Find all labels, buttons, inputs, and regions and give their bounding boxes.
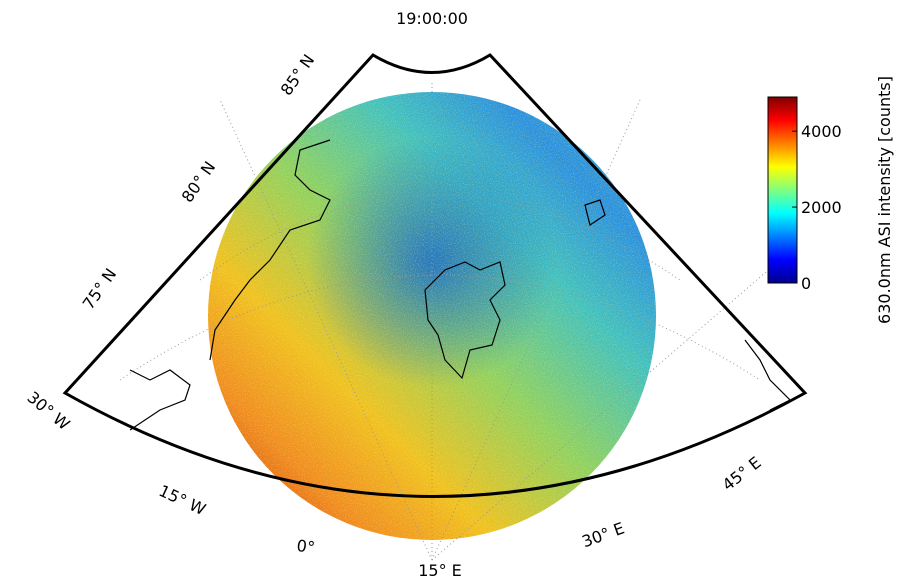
lon-label: 30° E (579, 518, 626, 551)
lon-label: 15° W (156, 481, 209, 519)
lat-label: 85° N (277, 51, 319, 99)
colorbar-tick-label: 4000 (801, 122, 842, 141)
colorbar-tick-label: 0 (801, 274, 811, 293)
colorbar-label: 630.0nm ASI intensity [counts] (875, 76, 894, 324)
lon-label: 15° E (418, 561, 462, 580)
lat-label: 80° N (178, 158, 220, 206)
colorbar-scale (767, 96, 798, 284)
map-frame (62, 53, 808, 498)
lon-label: 45° E (719, 453, 765, 495)
colorbar-tick-label: 2000 (801, 198, 842, 217)
colorbar: 0 2000 4000 (767, 96, 842, 293)
lat-label: 75° N (79, 265, 121, 313)
lon-label: 0° (295, 536, 316, 557)
map-title: 19:00:00 (396, 9, 468, 28)
